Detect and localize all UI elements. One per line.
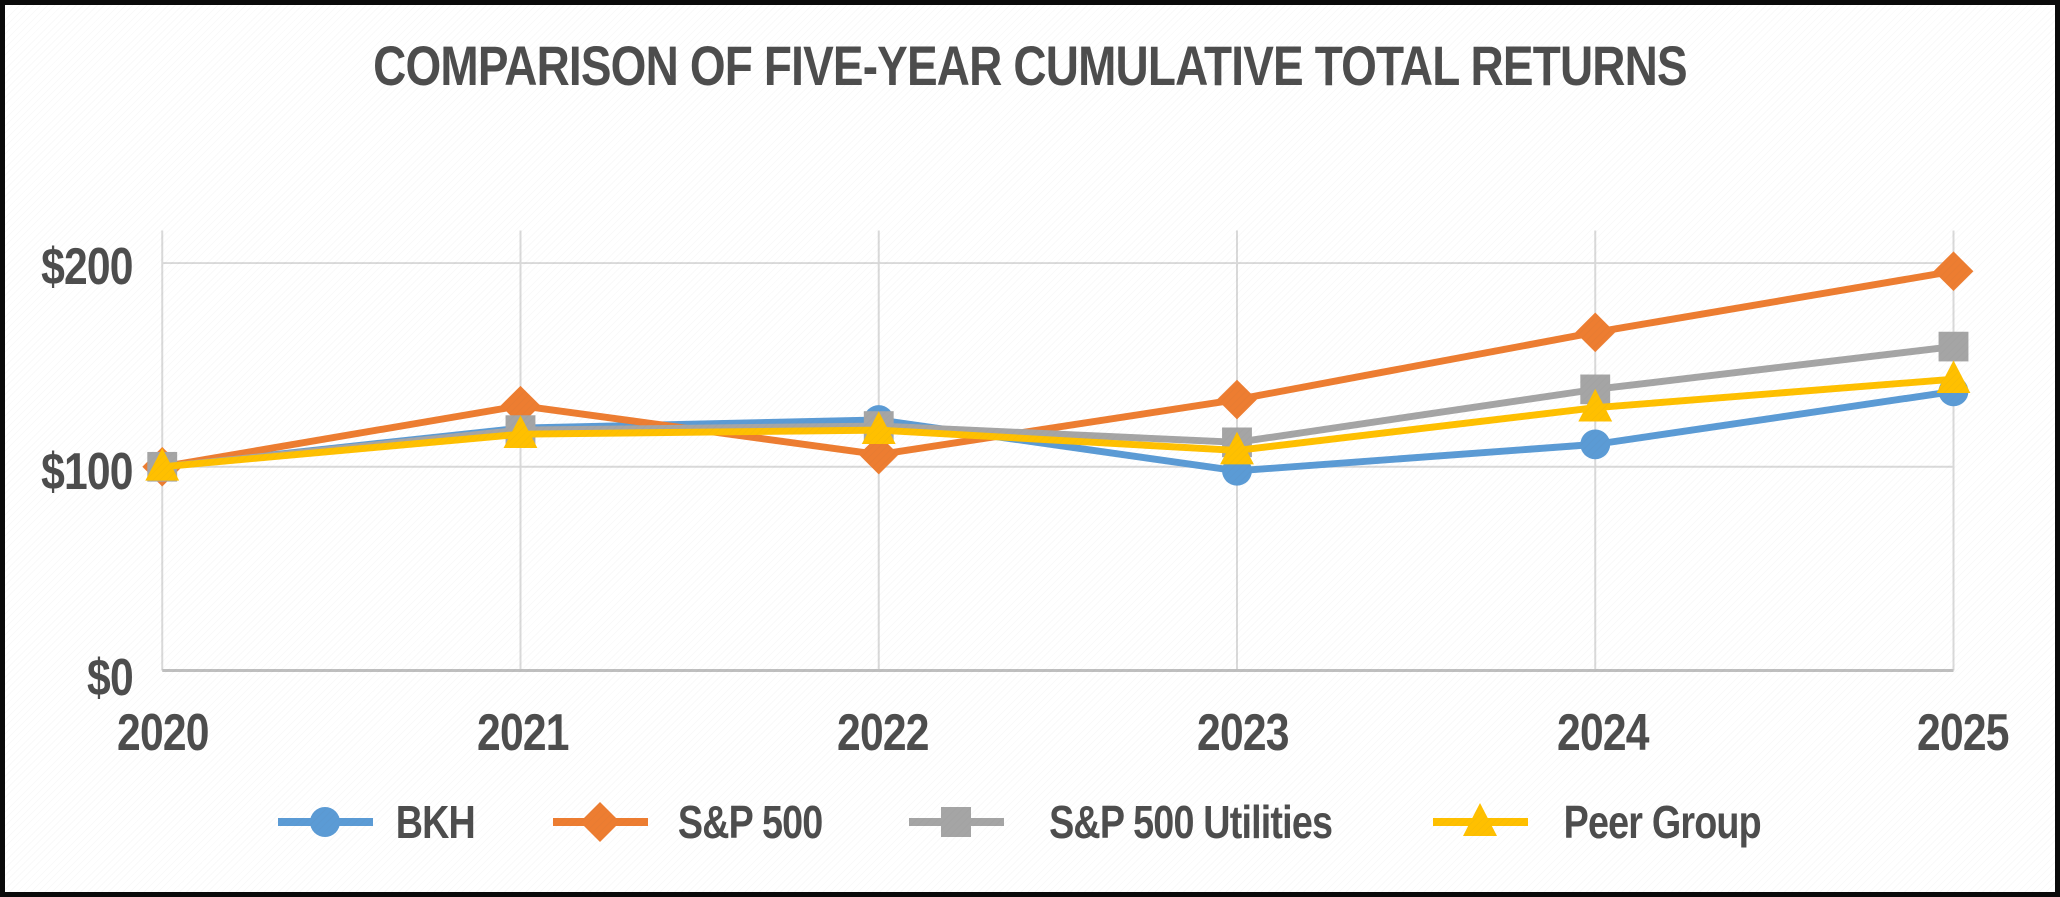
legend-marker-triangle-icon [1432, 799, 1528, 845]
chart-title: COMPARISON OF FIVE-YEAR CUMULATIVE TOTAL… [5, 33, 2055, 98]
x-axis-tick-label-2024: 2024 [1493, 707, 1713, 759]
line-chart-plot-area [142, 230, 1974, 672]
y-axis-tick-label-0: $0 [5, 649, 134, 707]
legend-square-glyph [940, 807, 971, 837]
legend-marker-circle-icon [277, 799, 373, 845]
y-tick-text: $0 [87, 649, 134, 707]
legend-circle-glyph [309, 807, 340, 837]
legend-item-bkh: BKH [277, 796, 484, 848]
data-point-triangle [1578, 388, 1613, 422]
x-axis-tick-label-2025: 2025 [1853, 704, 2055, 762]
x-tick-text: 2022 [837, 704, 929, 762]
legend-item-peer-group: Peer Group [1432, 796, 1783, 848]
legend-item-sp500: S&P 500 [553, 799, 838, 845]
data-point-diamond [1575, 312, 1616, 353]
y-tick-text: $200 [41, 238, 133, 296]
series-line [158, 375, 1957, 471]
legend-label-sp500: S&P 500 [678, 796, 823, 848]
legend-label-bkh: BKH [395, 796, 475, 848]
data-point-square [1938, 331, 1969, 362]
data-point-triangle [145, 447, 180, 481]
legend-swatch-svg [908, 807, 1004, 837]
legend-label-sp500-utilities: S&P 500 Utilities [1048, 796, 1333, 848]
x-axis-tick-label-2020: 2020 [53, 707, 273, 759]
chart-legend: BKH S&P 500 S&P 500 Utilities Peer Group [5, 799, 2055, 845]
data-point-triangle [503, 415, 538, 449]
legend-label-peer-group: Peer Group [1563, 796, 1761, 848]
data-point-diamond [1933, 251, 1974, 291]
y-tick-text: $100 [41, 443, 133, 501]
legend-item-sp500-utilities: S&P 500 Utilities [908, 796, 1363, 848]
legend-marker-square-icon [908, 799, 1004, 845]
legend-swatch-svg [1432, 803, 1528, 836]
x-axis-tick-label-2023: 2023 [1133, 707, 1353, 759]
data-point-circle [1580, 429, 1611, 460]
x-tick-text: 2025 [1917, 704, 2009, 762]
data-point-triangle [1220, 431, 1254, 465]
legend-swatch-svg [553, 802, 649, 842]
x-tick-text: 2024 [1557, 704, 1649, 762]
y-axis-tick-label-100: $100 [5, 446, 133, 498]
legend-triangle-glyph [1462, 803, 1497, 836]
data-point-triangle [861, 411, 896, 444]
legend-swatch-svg [277, 807, 373, 837]
legend-diamond-glyph [580, 802, 621, 842]
data-point-diamond [1217, 379, 1257, 420]
x-axis-tick-label-2021: 2021 [413, 707, 633, 759]
x-tick-text: 2021 [477, 704, 569, 762]
x-axis-tick-label-2022: 2022 [773, 707, 993, 759]
series-line [158, 267, 1957, 471]
chart-title-text: COMPARISON OF FIVE-YEAR CUMULATIVE TOTAL… [373, 34, 1687, 97]
y-axis-tick-label-200: $200 [5, 241, 133, 293]
x-tick-text: 2020 [117, 704, 209, 762]
x-tick-text: 2023 [1197, 704, 1289, 762]
legend-marker-diamond-icon [553, 799, 649, 845]
data-point-triangle [1936, 360, 1971, 394]
